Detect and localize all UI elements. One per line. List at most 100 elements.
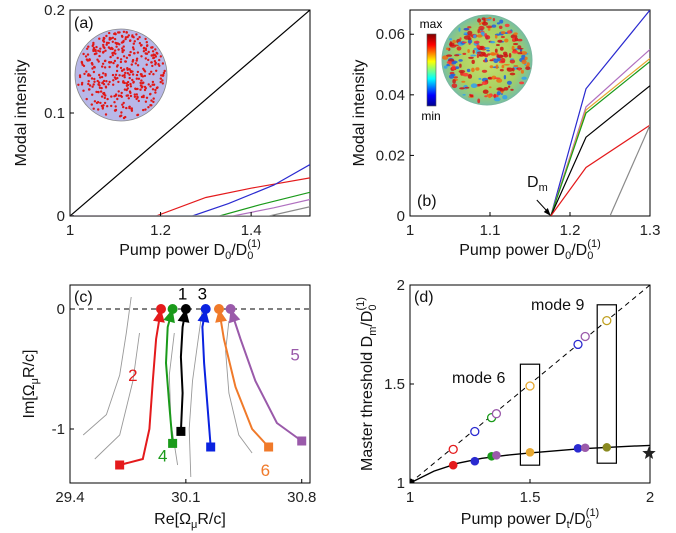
scatterer-dot [110,95,113,98]
panel-d: 1 1.5 2 1 1.5 2 (d) mode 6 mode 9 Master thre… [355,277,656,531]
scatterer-dot [92,48,95,51]
scatterer-dot [120,34,124,38]
trajectory-start-square-6 [264,442,274,452]
a-ytick-label-1: 0.1 [44,105,65,122]
scatterer-dot [99,76,102,79]
speckle-blob [502,95,508,100]
scatterer-dot [108,61,111,64]
trajectory-label-5: 5 [290,346,299,365]
scatterer-dot [108,80,111,84]
speckle-blob [467,39,473,44]
speckle-blob [477,83,483,86]
scatterer-dot [144,37,147,41]
scatterer-dot [97,49,100,52]
threshold-group [410,285,650,483]
speckle-blob [521,76,527,80]
scatterer-dot [99,90,103,93]
speckle-blob [477,28,481,34]
scatterer-dot [151,88,155,91]
speckle-blob [446,54,453,57]
speckle-blob [475,67,480,71]
scatterer-dot [98,73,101,77]
speckle-blob [453,76,458,79]
scatterer-dot [104,94,107,97]
scatterer-dot [134,87,138,91]
scatterer-dot [125,56,129,59]
scatterer-dot [93,52,97,56]
trajectory-end-dot-6 [214,304,224,314]
scatterer-dot [148,72,151,76]
d-ytick-label-1: 1.5 [384,376,405,393]
scatterer-dot [122,101,125,105]
speckle-blob [494,77,501,80]
scatterer-dot [127,97,130,100]
scatterer-dot [128,53,131,57]
scatterer-dot [140,55,143,58]
scatterer-dot [140,74,143,78]
speckle-blob [467,30,473,36]
scatterer-dot [102,72,105,75]
trajectory-label-3: 3 [198,284,207,303]
filled-threshold-point-4 [525,448,535,457]
scatterer-dot [105,34,108,38]
scatterer-dot [92,70,96,74]
speckle-blob [484,47,490,50]
dm-arrow-head [543,208,551,216]
series-b-line-4 [550,85,650,216]
scatterer-dot [125,31,128,34]
panel-c: 2 4 1 3 6 5 29.4 30.1 30.8 0 -1 (c) Im[ΩμR/c] Re[Ω… [21,284,316,531]
scatterer-dot [138,36,141,39]
scatterer-dot [127,34,130,37]
scatterer-dot [102,79,106,83]
a-xtick-label-0: 1 [66,222,74,239]
scatterer-dot [114,41,117,45]
speckle-blob [525,66,531,71]
scatterer-dot [118,115,122,118]
scatterer-dot [152,97,155,100]
scatterer-dot [115,45,118,48]
panel-b: 1 1.1 1.2 1.3 0 0.02 0.04 0.06 max min (b) Dm M… [351,9,660,262]
ylabel-a: Modal intensity [13,60,30,167]
colorbar [426,33,437,107]
speckle-blob [511,45,515,51]
scatterer-dot [129,82,132,86]
scatterer-dot [93,65,96,69]
scatterer-dot [161,79,164,82]
ylabel-b: Modal intensity [351,60,368,167]
scatterer-dot [152,56,156,59]
panel-a: 1 1.2 1.4 0 0.1 0.2 (a) Modal intensity Pump … [13,2,311,262]
speckle-blob [463,27,470,31]
scatterer-dot [95,101,99,105]
speckle-blob [507,85,511,88]
filled-threshold-point-1 [470,456,480,466]
scatterer-dot [137,99,140,103]
b-xtick-label-1: 1.1 [480,222,501,239]
scatterer-dot [95,90,98,94]
scatterer-dot [135,73,139,77]
panel-label-a: (a) [74,15,94,32]
scatterer-dot [119,66,123,70]
scatterer-dot [124,71,127,75]
speckle-blob [478,25,485,31]
scatterer-dot [159,77,162,80]
scatterer-dot [109,55,112,59]
scatterer-dot [121,103,124,106]
xlabel-c: Re[ΩμR/c] [154,511,226,531]
scatterer-dot [131,46,135,49]
speckle-blob [500,31,506,35]
series-a-line-4 [70,198,310,216]
scatterer-dot [101,51,105,54]
speckle-blob [449,41,453,46]
scatterer-dot [108,65,111,69]
speckle-blob [501,64,505,69]
speckle-blob [526,62,530,67]
speckle-blob [496,91,501,96]
scatterer-dot [129,85,133,88]
speckle-blob [481,69,488,73]
speckle-blob [503,53,509,58]
scatterer-dot [114,105,117,108]
speckle-blob [461,80,466,83]
scatterer-dot [84,55,88,58]
scatterer-dot [150,99,153,102]
scatterer-dot [118,74,121,77]
